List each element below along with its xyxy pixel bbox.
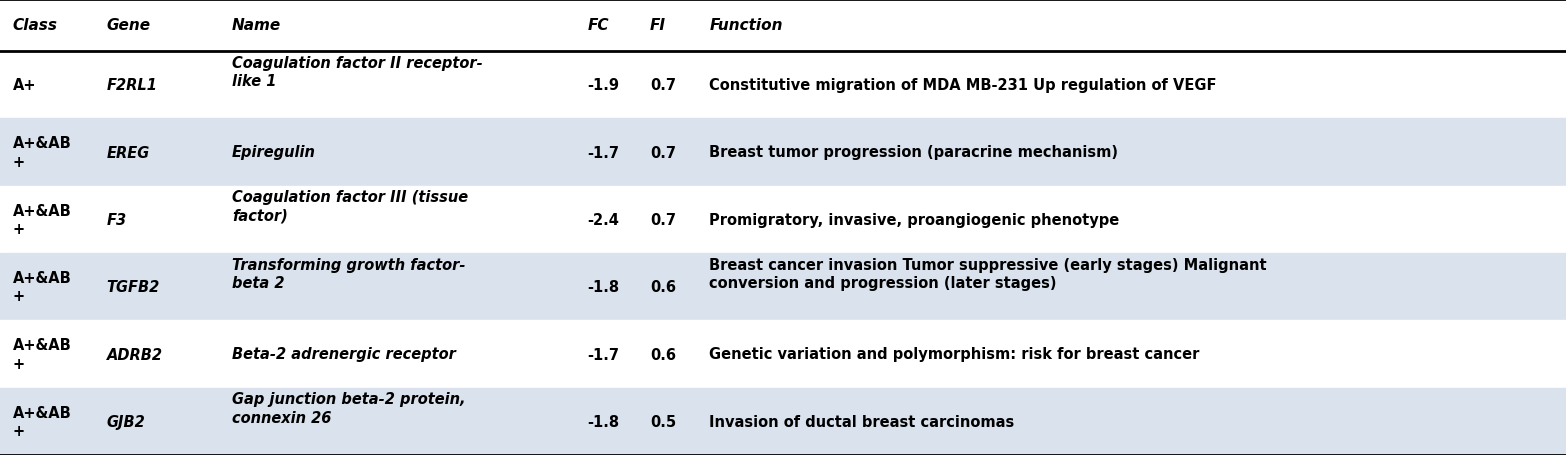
Text: A+&AB
+: A+&AB +	[13, 270, 72, 304]
Text: Beta-2 adrenergic receptor: Beta-2 adrenergic receptor	[232, 347, 456, 362]
Text: -1.8: -1.8	[587, 414, 620, 429]
Text: 0.7: 0.7	[650, 78, 677, 93]
Text: -1.7: -1.7	[587, 347, 619, 362]
Text: F2RL1: F2RL1	[106, 78, 157, 93]
Text: Transforming growth factor-
beta 2: Transforming growth factor- beta 2	[232, 257, 465, 291]
Text: FI: FI	[650, 19, 666, 33]
Bar	[0, 0, 1566, 52]
Text: -2.4: -2.4	[587, 212, 619, 228]
Text: A+&AB
+: A+&AB +	[13, 136, 72, 169]
Text: F3: F3	[106, 212, 127, 228]
Text: Coagulation factor II receptor-
like 1: Coagulation factor II receptor- like 1	[232, 56, 482, 89]
Text: Gap junction beta-2 protein,
connexin 26: Gap junction beta-2 protein, connexin 26	[232, 391, 465, 425]
Text: 0.7: 0.7	[650, 212, 677, 228]
Text: 0.5: 0.5	[650, 414, 677, 429]
Bar	[0, 119, 1566, 186]
Text: Epiregulin: Epiregulin	[232, 145, 316, 160]
Text: 0.7: 0.7	[650, 145, 677, 160]
Text: -1.9: -1.9	[587, 78, 619, 93]
Text: Name: Name	[232, 19, 280, 33]
Text: A+&AB
+: A+&AB +	[13, 203, 72, 237]
Text: 0.6: 0.6	[650, 347, 677, 362]
Bar	[0, 388, 1566, 455]
Text: Genetic variation and polymorphism: risk for breast cancer: Genetic variation and polymorphism: risk…	[709, 347, 1200, 362]
Bar	[0, 186, 1566, 253]
Text: ADRB2: ADRB2	[106, 347, 163, 362]
Text: Constitutive migration of MDA MB-231 Up regulation of VEGF: Constitutive migration of MDA MB-231 Up …	[709, 78, 1217, 93]
Text: A+&AB
+: A+&AB +	[13, 338, 72, 371]
Text: Promigratory, invasive, proangiogenic phenotype: Promigratory, invasive, proangiogenic ph…	[709, 212, 1120, 228]
Text: EREG: EREG	[106, 145, 150, 160]
Text: Invasion of ductal breast carcinomas: Invasion of ductal breast carcinomas	[709, 414, 1015, 429]
Text: 0.6: 0.6	[650, 279, 677, 294]
Text: -1.8: -1.8	[587, 279, 620, 294]
Text: Coagulation factor III (tissue
factor): Coagulation factor III (tissue factor)	[232, 190, 468, 223]
Bar	[0, 253, 1566, 321]
Text: TGFB2: TGFB2	[106, 279, 160, 294]
Text: GJB2: GJB2	[106, 414, 146, 429]
Text: Breast cancer invasion Tumor suppressive (early stages) Malignant
conversion and: Breast cancer invasion Tumor suppressive…	[709, 257, 1267, 291]
Text: A+&AB
+: A+&AB +	[13, 404, 72, 438]
Text: Gene: Gene	[106, 19, 150, 33]
Bar	[0, 321, 1566, 388]
Text: Function: Function	[709, 19, 783, 33]
Text: A+: A+	[13, 78, 36, 93]
Text: FC: FC	[587, 19, 609, 33]
Text: Class: Class	[13, 19, 58, 33]
Bar	[0, 52, 1566, 119]
Text: Breast tumor progression (paracrine mechanism): Breast tumor progression (paracrine mech…	[709, 145, 1118, 160]
Text: -1.7: -1.7	[587, 145, 619, 160]
